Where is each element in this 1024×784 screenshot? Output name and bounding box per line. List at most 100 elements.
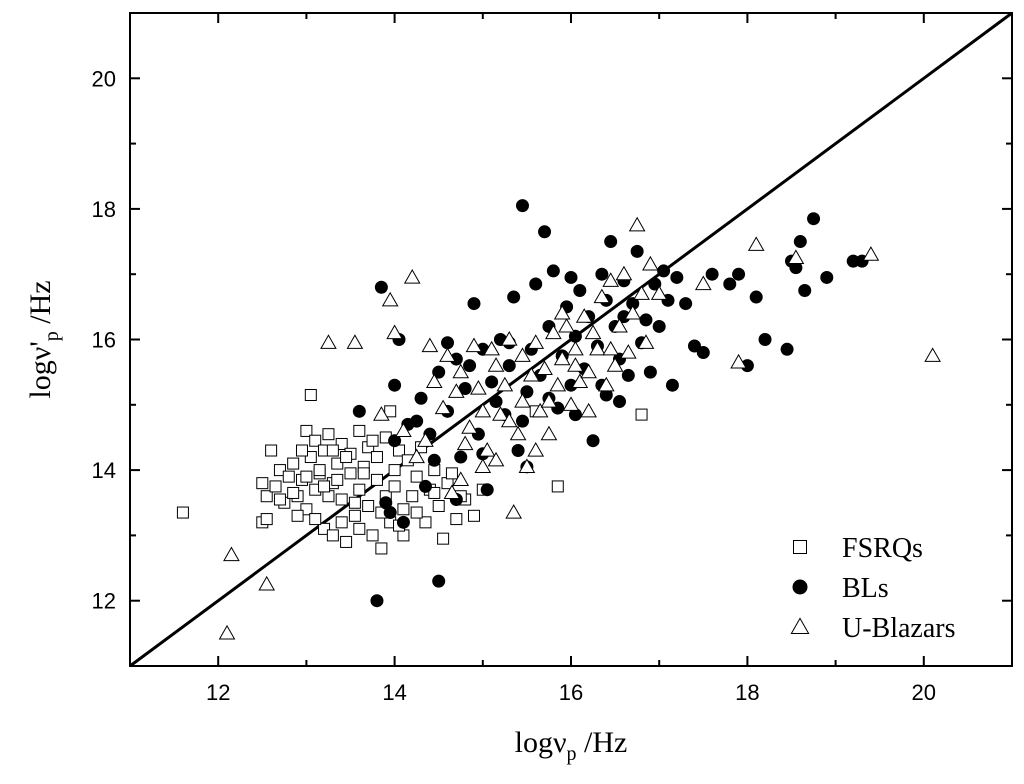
u-blazar-point	[408, 448, 425, 464]
bl-point	[679, 297, 693, 311]
u-blazar-point	[500, 331, 518, 346]
u-blazar-point	[637, 334, 655, 349]
axis-ticks: 12 14 16 18 20 12 14 16 18 20	[92, 12, 1013, 705]
fsrq-point	[300, 470, 313, 483]
fsrq-point	[256, 477, 269, 490]
u-blazar-point	[562, 396, 580, 411]
u-blazar-point	[628, 216, 646, 232]
plot-area	[129, 11, 1013, 668]
u-blazar-point	[787, 249, 805, 264]
bl-point	[507, 290, 521, 304]
fsrq-point	[260, 513, 273, 526]
y-axis-title-base: logν'	[24, 341, 57, 398]
legend-label: U-Blazars	[842, 613, 956, 644]
fsrq-point	[335, 516, 348, 529]
bl-point	[807, 212, 821, 226]
fsrq-point	[287, 457, 300, 470]
u-blazar-point	[571, 373, 589, 389]
bl-point	[414, 391, 428, 405]
bl-point	[485, 375, 499, 389]
fsrq-point	[260, 490, 273, 503]
bl-point	[793, 235, 807, 249]
bl-point	[630, 244, 644, 258]
y-axis-title-sub: p	[41, 331, 63, 341]
u-blazar-point	[633, 285, 650, 300]
bl-point	[723, 277, 737, 291]
bl-point	[546, 264, 560, 278]
u-blazar-point	[540, 425, 558, 441]
bl-point	[665, 378, 679, 392]
bl-point	[652, 319, 666, 333]
fsrq-point	[635, 408, 648, 421]
fsrq-point	[348, 509, 361, 522]
fsrq-point	[384, 405, 397, 418]
bl-point	[586, 434, 600, 448]
bl-point	[520, 385, 534, 399]
bl-point	[463, 359, 477, 373]
bl-point	[467, 297, 481, 311]
legend-marker-bl	[792, 579, 808, 595]
u-blazar-point	[553, 350, 571, 366]
u-blazar-point	[862, 246, 880, 261]
fsrq-point	[313, 464, 326, 477]
fsrq-point	[326, 529, 339, 542]
bl-point	[670, 270, 684, 284]
y-tick-label: 16	[92, 328, 116, 353]
u-blazar-point	[536, 360, 553, 375]
bl-point	[370, 594, 384, 608]
fsrq-point	[331, 457, 344, 470]
x-tick-label: 12	[206, 680, 230, 705]
bl-point	[758, 333, 772, 346]
u-blazar-point	[730, 353, 747, 369]
bl-point	[432, 365, 446, 379]
x-axis-title: logνp /Hz	[515, 726, 628, 765]
bl-point	[502, 359, 516, 373]
u-blazar-point	[527, 442, 545, 457]
u-blazar-point	[223, 546, 240, 562]
bl-point	[454, 450, 468, 464]
bl-point	[396, 515, 410, 529]
fsrq-point	[388, 464, 401, 477]
bl-point	[383, 506, 397, 520]
u-blazar-point	[597, 376, 615, 392]
fsrq-point	[437, 532, 450, 545]
u-blazar-point	[373, 406, 390, 421]
u-blazar-point	[465, 337, 483, 353]
bl-point	[613, 395, 627, 409]
fsrq-point	[450, 513, 463, 526]
x-tick-label: 18	[735, 680, 759, 705]
u-blazar-point	[448, 383, 465, 398]
y-tick-label: 18	[92, 197, 116, 222]
u-blazar-point	[381, 291, 399, 307]
bl-point	[780, 342, 794, 356]
fsrq-point	[291, 509, 304, 522]
fsrq-point	[432, 500, 445, 513]
fsrq-point	[445, 467, 458, 480]
fsrq-point	[366, 434, 379, 447]
bl-point	[820, 270, 834, 284]
bl-point	[643, 365, 657, 379]
u-blazar-point	[417, 432, 434, 447]
bl-point	[418, 479, 432, 493]
y-tick-label: 20	[92, 66, 116, 91]
u-blazar-point	[421, 337, 439, 353]
u-blazar-point	[443, 484, 461, 500]
bl-point	[573, 284, 587, 298]
x-tick-label: 20	[912, 680, 936, 705]
u-blazar-point	[580, 402, 597, 418]
fsrq-point	[467, 509, 480, 522]
u-blazar-point	[434, 399, 452, 415]
u-blazar-point	[553, 304, 571, 320]
bl-point	[639, 313, 653, 327]
u-blazar-point	[518, 458, 536, 473]
fsrq-point	[287, 486, 300, 499]
fsrq-point	[344, 467, 357, 480]
fsrq-point	[340, 451, 353, 464]
fsrq-point	[428, 486, 441, 499]
u-blazar-point	[505, 504, 523, 519]
y-axis-title: logν'p /Hz	[24, 280, 63, 398]
u-blazar-point	[487, 451, 505, 467]
x-axis-title-base: logν	[515, 726, 567, 759]
u-blazar-point	[403, 268, 421, 284]
bl-point	[511, 444, 525, 458]
